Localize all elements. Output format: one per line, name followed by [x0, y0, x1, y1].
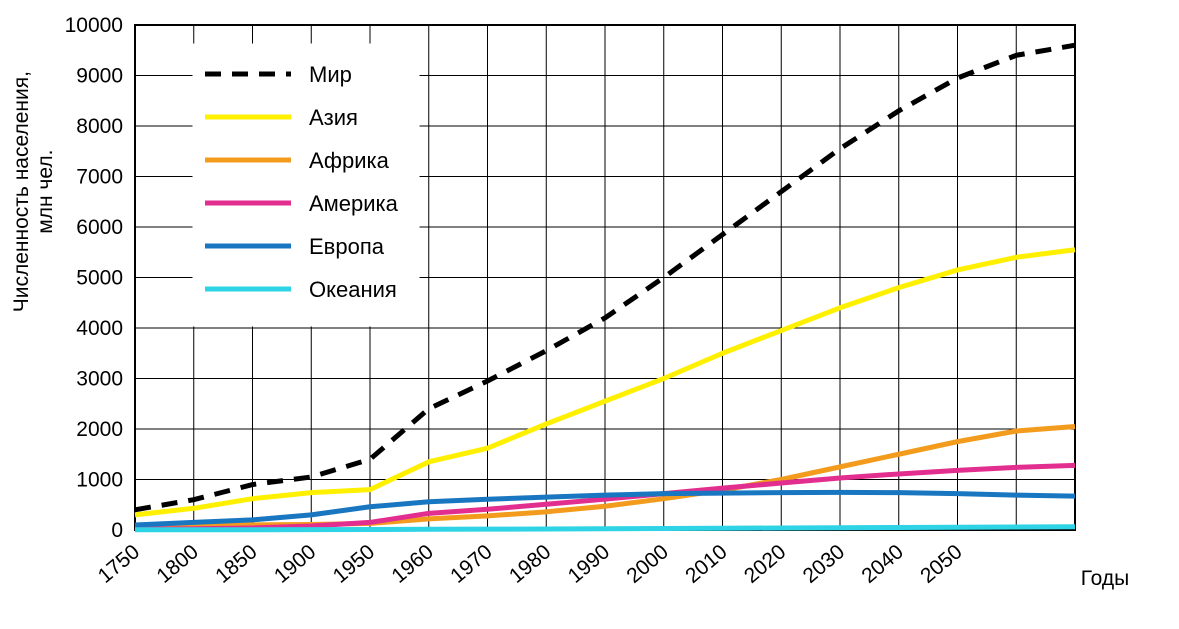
- legend-label: Мир: [309, 62, 352, 87]
- y-tick-label: 0: [111, 519, 123, 542]
- legend-label: Америка: [309, 191, 399, 216]
- y-tick-label: 4000: [76, 317, 123, 340]
- y-tick-label: 1000: [76, 469, 123, 492]
- y-tick-label: 3000: [76, 368, 123, 391]
- y-tick-label: 9000: [76, 65, 123, 88]
- population-chart: 0 1000 2000 3000 4000 5000 6000 7000 8000 9000 100…: [0, 0, 1179, 629]
- legend: Мир Азия Африка Америка Европа Океания: [193, 44, 419, 326]
- y-tick-label: 7000: [76, 166, 123, 189]
- y-tick-label: 10000: [65, 14, 123, 37]
- x-axis-title: Годы: [1081, 567, 1130, 590]
- y-tick-label: 6000: [76, 216, 123, 239]
- y-tick-label: 2000: [76, 418, 123, 441]
- legend-label: Африка: [309, 148, 390, 173]
- legend-label: Европа: [309, 234, 385, 259]
- y-tick-label: 5000: [76, 267, 123, 290]
- legend-label: Азия: [309, 105, 358, 130]
- legend-label: Океания: [309, 277, 397, 302]
- y-tick-label: 8000: [76, 115, 123, 138]
- chart-bg: [0, 0, 1179, 629]
